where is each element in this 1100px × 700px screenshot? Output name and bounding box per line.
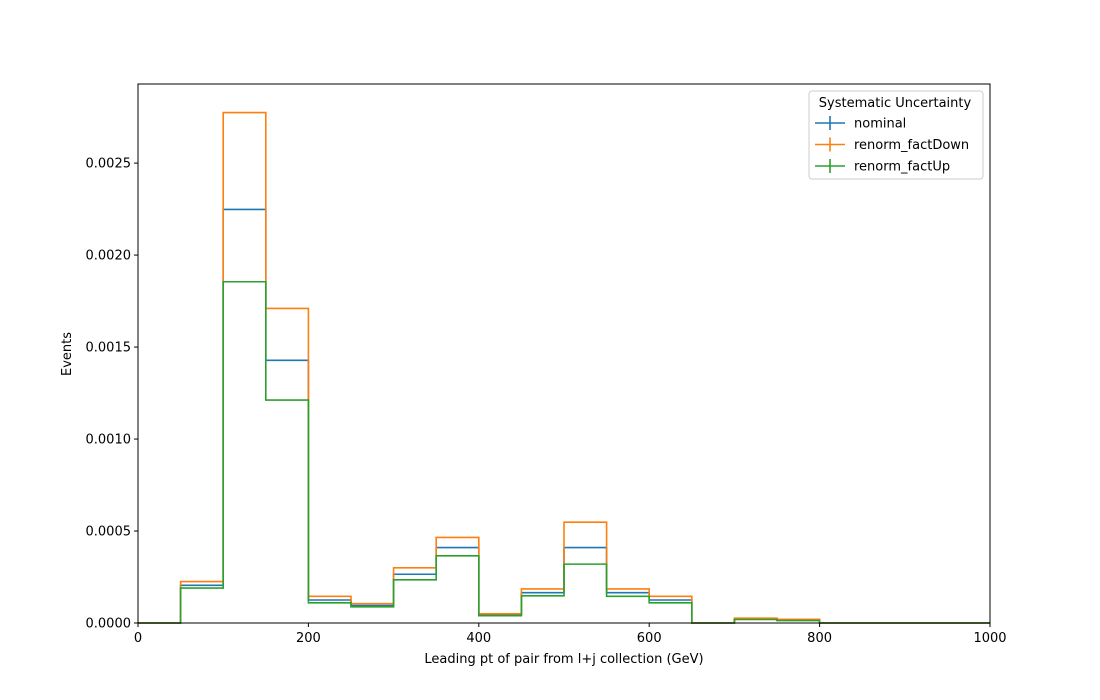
- legend: Systematic Uncertainty nominal renorm_fac…: [808, 90, 984, 180]
- x-tick-label: 200: [296, 631, 321, 646]
- legend-label-renorm-factup: renorm_factUp: [854, 160, 950, 175]
- x-tick-label: 800: [807, 631, 832, 646]
- y-tick-label: 0.0005: [86, 525, 132, 540]
- x-axis: 0 200 400 600 800 1000: [134, 623, 1007, 646]
- legend-label-nominal: nominal: [854, 117, 906, 132]
- series-layer: [138, 111, 990, 624]
- plot-frame: [137, 83, 991, 624]
- legend-label-renorm-factdown: renorm_factDown: [854, 138, 969, 153]
- y-tick-label: 0.0010: [86, 433, 132, 448]
- legend-title: Systematic Uncertainty: [819, 96, 972, 111]
- y-tick-label: 0.0025: [86, 157, 132, 172]
- y-tick-label: 0.0015: [86, 341, 132, 356]
- legend-entries: nominal renorm_factDown renorm_factUp: [815, 116, 969, 175]
- x-tick-label: 0: [134, 631, 142, 646]
- y-axis-label: Events: [60, 332, 75, 376]
- y-tick-label: 0.0000: [86, 617, 132, 632]
- y-tick-label: 0.0020: [86, 249, 132, 264]
- x-axis-label: Leading pt of pair from l+j collection (…: [424, 652, 703, 667]
- y-axis: 0.0000 0.0005 0.0010 0.0015 0.0020 0.0025: [86, 157, 138, 632]
- x-tick-label: 400: [466, 631, 491, 646]
- x-tick-label: 1000: [973, 631, 1006, 646]
- series-renorm-factup-step-line: [138, 280, 990, 624]
- legend-box: [808, 90, 984, 180]
- x-tick-label: 600: [637, 631, 662, 646]
